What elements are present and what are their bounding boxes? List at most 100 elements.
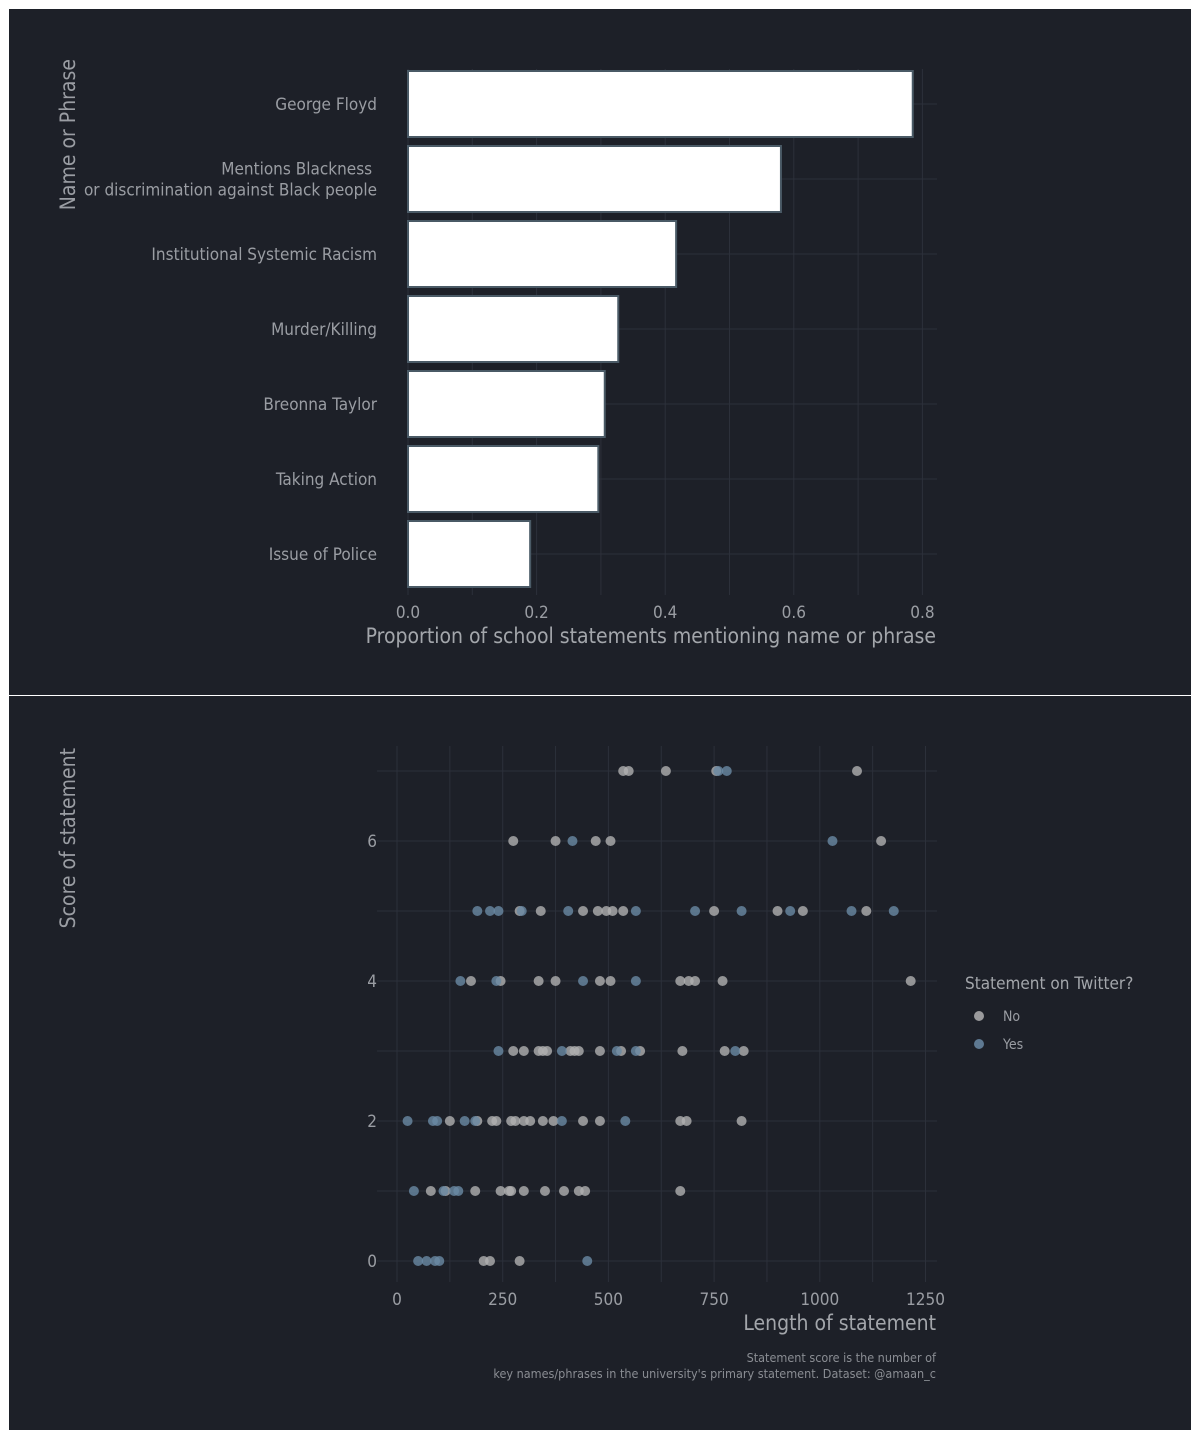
point-yes	[785, 906, 796, 916]
point-no	[905, 976, 916, 986]
point-no	[533, 976, 544, 986]
point-yes	[470, 1116, 481, 1126]
y-axis-title: Name or Phrase	[56, 59, 80, 210]
bar	[407, 145, 782, 213]
y-tick-label: 2	[367, 1112, 377, 1132]
point-no	[514, 1256, 525, 1266]
point-yes	[846, 906, 857, 916]
point-no	[525, 1116, 536, 1126]
point-yes	[556, 1046, 567, 1056]
y-tick-label: Murder/Killing	[271, 320, 377, 340]
point-no	[465, 976, 476, 986]
x-tick-label: 0.2	[524, 603, 548, 623]
caption-line: Statement score is the number of	[747, 1350, 937, 1365]
point-no	[470, 1186, 481, 1196]
y-tick-label: Mentions Blackness or discrimination aga…	[84, 160, 377, 201]
point-no	[681, 1116, 692, 1126]
point-no	[605, 976, 616, 986]
point-yes	[438, 1186, 449, 1196]
point-no	[550, 836, 561, 846]
point-yes	[827, 836, 838, 846]
y-tick-label: Issue of Police	[269, 545, 377, 565]
point-yes	[630, 1046, 641, 1056]
point-yes	[493, 906, 504, 916]
point-no	[736, 1116, 747, 1126]
point-no	[548, 1116, 559, 1126]
y-tick-label: 6	[367, 832, 377, 852]
scatter-chart-panel: 0 2 4 6 0 250 500 750 1000 1250 Length of statemen…	[9, 696, 1191, 1430]
point-no	[852, 766, 863, 776]
point-no	[537, 1116, 548, 1126]
bar-chart: George Floyd Mentions Blackness or discri…	[56, 59, 937, 648]
x-tick-label: 0	[392, 1290, 402, 1310]
point-yes	[408, 1186, 419, 1196]
point-yes	[453, 1186, 464, 1196]
point-yes	[491, 976, 502, 986]
bar	[407, 445, 600, 513]
x-axis-title: Length of statement	[743, 1311, 936, 1335]
bar	[407, 295, 620, 363]
point-yes	[888, 906, 899, 916]
legend-label: No	[1003, 1009, 1020, 1025]
bar-chart-panel: George Floyd Mentions Blackness or discri…	[9, 9, 1191, 695]
point-no	[592, 906, 603, 916]
point-yes	[567, 836, 578, 846]
point-no	[675, 976, 686, 986]
point-yes	[432, 1116, 443, 1126]
point-yes	[455, 976, 466, 986]
point-no	[797, 906, 808, 916]
point-yes	[434, 1256, 445, 1266]
point-no	[535, 906, 546, 916]
y-tick-label: Institutional Systemic Racism	[151, 245, 377, 265]
x-axis-title: Proportion of school statements mentioni…	[366, 624, 936, 648]
point-no	[425, 1186, 436, 1196]
x-tick-label: 500	[594, 1290, 623, 1310]
point-no	[690, 976, 701, 986]
point-no	[539, 1186, 550, 1196]
point-yes	[630, 906, 641, 916]
x-tick-label: 0.8	[910, 603, 934, 623]
y-tick-label: Taking Action	[275, 470, 377, 490]
x-tick-label: 250	[488, 1290, 517, 1310]
point-no	[618, 906, 629, 916]
bar	[407, 70, 914, 138]
point-yes	[578, 976, 589, 986]
point-no	[542, 1046, 553, 1056]
point-no	[605, 836, 616, 846]
point-no	[508, 1046, 519, 1056]
point-no	[518, 1186, 529, 1196]
point-yes	[413, 1256, 424, 1266]
bar	[407, 520, 532, 588]
point-no	[559, 1186, 570, 1196]
point-yes	[713, 766, 724, 776]
point-no	[675, 1186, 686, 1196]
point-no	[738, 1046, 749, 1056]
point-no	[709, 906, 720, 916]
point-yes	[493, 1046, 504, 1056]
point-no	[772, 906, 783, 916]
point-no	[594, 976, 605, 986]
bar	[407, 370, 606, 438]
x-tick-label: 0.0	[396, 603, 420, 623]
legend-title: Statement on Twitter?	[965, 974, 1133, 994]
point-no	[876, 836, 887, 846]
point-no	[578, 906, 589, 916]
point-no	[578, 1116, 589, 1126]
legend-key-no	[974, 1011, 984, 1021]
point-yes	[620, 1116, 631, 1126]
point-no	[717, 976, 728, 986]
point-no	[677, 1046, 688, 1056]
x-tick-label: 0.4	[653, 603, 677, 623]
point-yes	[516, 906, 527, 916]
point-no	[607, 906, 618, 916]
point-no	[444, 1116, 455, 1126]
caption-line: key names/phrases in the university's pr…	[493, 1366, 936, 1381]
y-axis-title: Score of statement	[56, 748, 80, 928]
point-yes	[736, 906, 747, 916]
y-tick-label: 0	[367, 1252, 377, 1272]
point-no	[506, 1186, 517, 1196]
point-yes	[472, 906, 483, 916]
point-no	[719, 1046, 730, 1056]
y-tick-label: 4	[367, 972, 377, 992]
point-no	[590, 836, 601, 846]
